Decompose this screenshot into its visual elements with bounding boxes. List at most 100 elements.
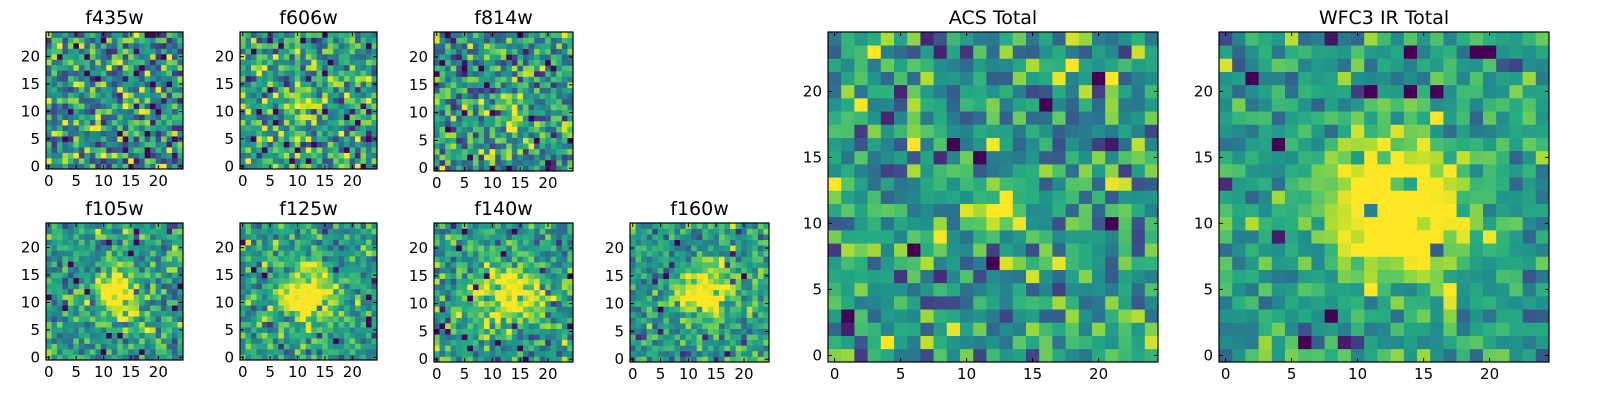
- heatmap-cell: [730, 345, 736, 352]
- heatmap-cells-f814w: [434, 32, 574, 172]
- heatmap-cell: [95, 310, 102, 317]
- heatmap-cell: [550, 65, 557, 72]
- heatmap-cell: [111, 64, 118, 71]
- heatmap-cell: [240, 338, 246, 344]
- heatmap-cell: [495, 245, 502, 252]
- heatmap-cell: [161, 338, 167, 344]
- heatmap-cell: [450, 76, 457, 83]
- heatmap-cell: [344, 327, 350, 333]
- heatmap-cell: [567, 148, 574, 155]
- heatmap-cell: [177, 332, 184, 339]
- heatmap-cell: [657, 323, 664, 329]
- heatmap-cell: [316, 321, 323, 328]
- heatmap-cell: [305, 299, 312, 306]
- heatmap-cell: [534, 234, 540, 241]
- heatmap-cell: [567, 37, 574, 44]
- heatmap-cell: [517, 339, 524, 346]
- heatmap-cell: [245, 305, 252, 312]
- heatmap-cell: [478, 228, 485, 235]
- heatmap-cell: [300, 255, 307, 262]
- heatmap-cell: [144, 92, 151, 99]
- heatmap-cell: [946, 216, 961, 231]
- heatmap-cell: [67, 152, 74, 159]
- heatmap-cell: [1131, 322, 1146, 336]
- heatmap-cell: [272, 152, 279, 159]
- heatmap-cell: [1144, 322, 1159, 336]
- heatmap-cell: [78, 354, 85, 361]
- heatmap-cell: [106, 92, 113, 99]
- heatmap-cell: [539, 295, 546, 302]
- heatmap-cell: [322, 228, 329, 235]
- heatmap-cell: [177, 305, 184, 312]
- heatmap-cell: [456, 87, 463, 94]
- heatmap-cell: [1078, 282, 1093, 297]
- heatmap-cell: [289, 321, 296, 328]
- heatmap-cell: [920, 282, 934, 297]
- heatmap-cell: [166, 244, 173, 251]
- heatmap-cell: [522, 37, 529, 44]
- heatmap-cell: [161, 97, 167, 104]
- heatmap-cell: [746, 228, 753, 235]
- heatmap-cell: [757, 350, 764, 357]
- heatmap-cell: [338, 294, 345, 301]
- heatmap-cell: [360, 233, 367, 240]
- heatmap-cell: [161, 64, 167, 71]
- heatmap-cell: [250, 321, 257, 328]
- heatmap-cell: [511, 109, 518, 116]
- heatmap-cell: [646, 261, 653, 268]
- heatmap-cell: [100, 59, 107, 66]
- y-tick-label: 15: [409, 76, 428, 94]
- heatmap-cell: [89, 228, 96, 235]
- heatmap-cell: [128, 108, 135, 115]
- heatmap-cell: [366, 332, 372, 339]
- heatmap-cell: [56, 141, 63, 148]
- heatmap-cell: [489, 328, 496, 335]
- heatmap-cell: [117, 158, 124, 164]
- heatmap-cell: [506, 356, 513, 363]
- heatmap-cell: [289, 228, 296, 235]
- heatmap-cell: [641, 278, 648, 285]
- heatmap-cell: [283, 59, 290, 66]
- heatmap-cell: [366, 37, 372, 44]
- x-tick-label: 10: [679, 365, 698, 383]
- heatmap-cell: [172, 288, 178, 295]
- heatmap-cell: [360, 277, 367, 284]
- heatmap-cell: [283, 288, 290, 295]
- heatmap-cell: [657, 350, 664, 357]
- heatmap-cell: [534, 345, 540, 352]
- heatmap-cell: [752, 261, 759, 268]
- heatmap-cell: [144, 327, 151, 333]
- heatmap-cell: [456, 109, 463, 116]
- heatmap-cell: [305, 37, 312, 44]
- heatmap-cell: [261, 37, 268, 44]
- heatmap-cell: [550, 228, 557, 235]
- heatmap-cell: [267, 233, 274, 240]
- heatmap-cell: [567, 115, 574, 122]
- heatmap-cell: [46, 48, 52, 55]
- heatmap-cell: [95, 277, 102, 284]
- heatmap-cell: [256, 108, 263, 115]
- heatmap-cell: [294, 97, 301, 104]
- heatmap-cell: [439, 250, 446, 257]
- heatmap-cell: [360, 316, 367, 322]
- heatmap-cell: [51, 354, 58, 361]
- heatmap-cell: [172, 158, 178, 164]
- heatmap-cell: [106, 37, 113, 44]
- heatmap-cell: [456, 339, 463, 346]
- heatmap-cell: [51, 228, 58, 235]
- heatmap-cell: [933, 150, 948, 165]
- heatmap-cell: [1105, 296, 1119, 310]
- heatmap-cell: [133, 299, 140, 306]
- heatmap-cell: [294, 114, 301, 121]
- heatmap-cell: [946, 269, 961, 284]
- heatmap-cell: [349, 332, 356, 339]
- heatmap-cell: [95, 147, 102, 153]
- heatmap-cell: [511, 273, 518, 279]
- heatmap-cell: [245, 141, 252, 148]
- x-tick-label: 20: [343, 363, 362, 381]
- heatmap-cell: [294, 277, 301, 284]
- heatmap-cell: [489, 261, 496, 268]
- heatmap-cell: [741, 339, 748, 346]
- heatmap-cell: [445, 132, 452, 138]
- heatmap-cell: [696, 284, 703, 291]
